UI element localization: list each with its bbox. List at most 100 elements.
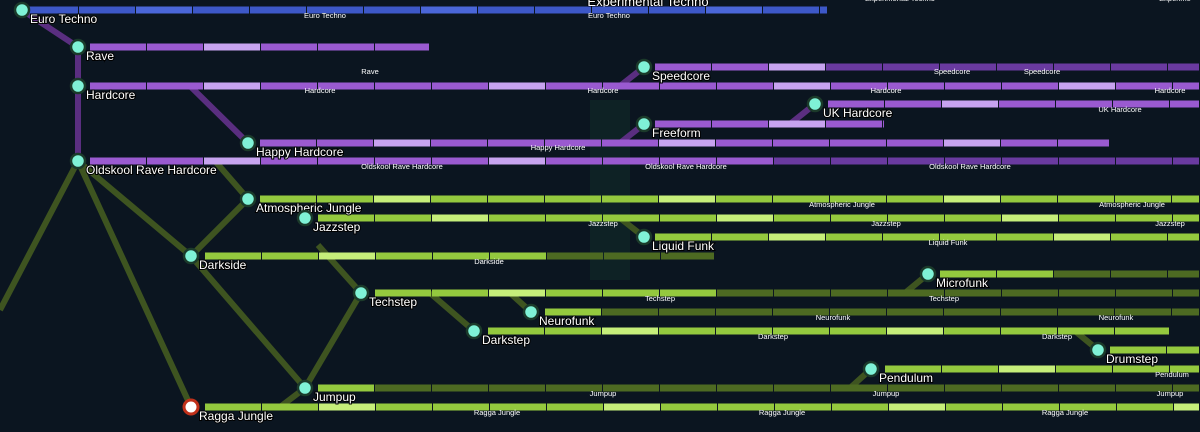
track-label: Speedcore <box>1024 67 1060 76</box>
connector <box>0 159 81 312</box>
genre-label: Oldskool Rave Hardcore <box>86 163 217 177</box>
track-segment <box>1002 214 1058 222</box>
track-segment <box>828 100 884 108</box>
track-segment <box>204 157 260 165</box>
track-label: Jumpup <box>1157 389 1184 398</box>
track-segment <box>431 195 487 203</box>
track-segment <box>773 327 829 335</box>
genre-label: Darkstep <box>482 333 530 347</box>
track-segment <box>603 289 659 297</box>
track-segment <box>546 157 602 165</box>
track-segment <box>888 384 944 392</box>
track-segment <box>490 403 546 411</box>
track-segment <box>1116 214 1172 222</box>
track-label: Jumpup <box>590 389 617 398</box>
genre-label: Microfunk <box>936 276 989 290</box>
genre-node <box>13 1 31 19</box>
track-label: Ragga Jungle <box>759 408 805 417</box>
track-segment <box>1058 327 1114 335</box>
track-label: Techstep <box>929 294 959 303</box>
track-segment <box>147 43 203 51</box>
track-label: Darkstep <box>758 332 788 341</box>
track-label: Oldskool Rave Hardcore <box>645 162 727 171</box>
track-segment <box>830 139 886 147</box>
track-segment <box>712 233 768 241</box>
genre-label: Ragga Jungle <box>199 409 273 423</box>
track-segment <box>1172 195 1199 203</box>
track-segment <box>431 139 487 147</box>
track-segment <box>147 157 203 165</box>
connector <box>212 159 251 201</box>
track-label: Happy Hardcore <box>531 143 586 152</box>
track-segment <box>1173 157 1199 165</box>
track-segment <box>997 270 1053 278</box>
track-segment <box>716 308 772 316</box>
track-label: Ragga Jungle <box>1042 408 1088 417</box>
track-label: Experime <box>1159 0 1191 3</box>
track-label: Euro Techno <box>588 11 630 20</box>
track-segment <box>1060 403 1116 411</box>
track-segment <box>1054 270 1110 278</box>
track-segment <box>546 214 602 222</box>
track-segment <box>1113 365 1169 373</box>
track-segment <box>1001 195 1057 203</box>
track-segment <box>945 384 1001 392</box>
connector <box>20 7 80 50</box>
track-segment <box>940 270 996 278</box>
track-segment <box>136 6 192 14</box>
track-segment <box>649 6 705 14</box>
track-segment <box>319 403 375 411</box>
genre-label: Speedcore <box>652 69 710 83</box>
track-segment <box>432 384 488 392</box>
track-segment <box>763 6 819 14</box>
track-label: Oldskool Rave Hardcore <box>361 162 443 171</box>
track-label: UK Hardcore <box>1098 105 1141 114</box>
track-segment <box>717 157 773 165</box>
track-segment <box>774 384 830 392</box>
genre-label: Atmospheric Jungle <box>256 201 362 215</box>
track-segment <box>1170 100 1199 108</box>
track-segment <box>364 6 420 14</box>
track-segment <box>885 365 941 373</box>
track-segment <box>1059 289 1115 297</box>
track-segment <box>603 214 659 222</box>
track-segment <box>1002 157 1058 165</box>
track-segment <box>883 233 939 241</box>
track-segment <box>826 63 882 71</box>
track-segment <box>1059 157 1115 165</box>
track-segment <box>205 403 261 411</box>
track-label: Euro Techno <box>304 11 346 20</box>
track-segment <box>433 403 489 411</box>
connector <box>187 83 251 146</box>
genre-node <box>806 95 824 113</box>
genre-label: UK Hardcore <box>823 106 893 120</box>
track-segment <box>545 308 601 316</box>
track-segment <box>944 308 1000 316</box>
track-segment <box>376 403 432 411</box>
genre-node <box>635 58 653 76</box>
track-segment <box>1001 308 1057 316</box>
track-segment <box>706 6 762 14</box>
track-segment <box>374 195 430 203</box>
track-segment <box>317 195 373 203</box>
track-segment <box>79 6 135 14</box>
track-segment <box>1003 403 1059 411</box>
track-segment <box>547 252 603 260</box>
track-segment <box>1111 270 1167 278</box>
track-segment <box>883 120 884 128</box>
track-segment <box>604 252 660 260</box>
track-segment <box>944 195 1000 203</box>
genre-node <box>635 228 653 246</box>
track-segment <box>831 289 887 297</box>
genre-node <box>296 379 314 397</box>
track-label: Liquid Funk <box>929 238 968 247</box>
track-segment <box>655 120 711 128</box>
track-segment <box>205 252 261 260</box>
track-segment <box>944 327 1000 335</box>
track-segment <box>489 82 545 90</box>
track-segment <box>946 403 1002 411</box>
track-segment <box>604 403 660 411</box>
track-segment <box>717 82 773 90</box>
track-segment <box>260 195 316 203</box>
